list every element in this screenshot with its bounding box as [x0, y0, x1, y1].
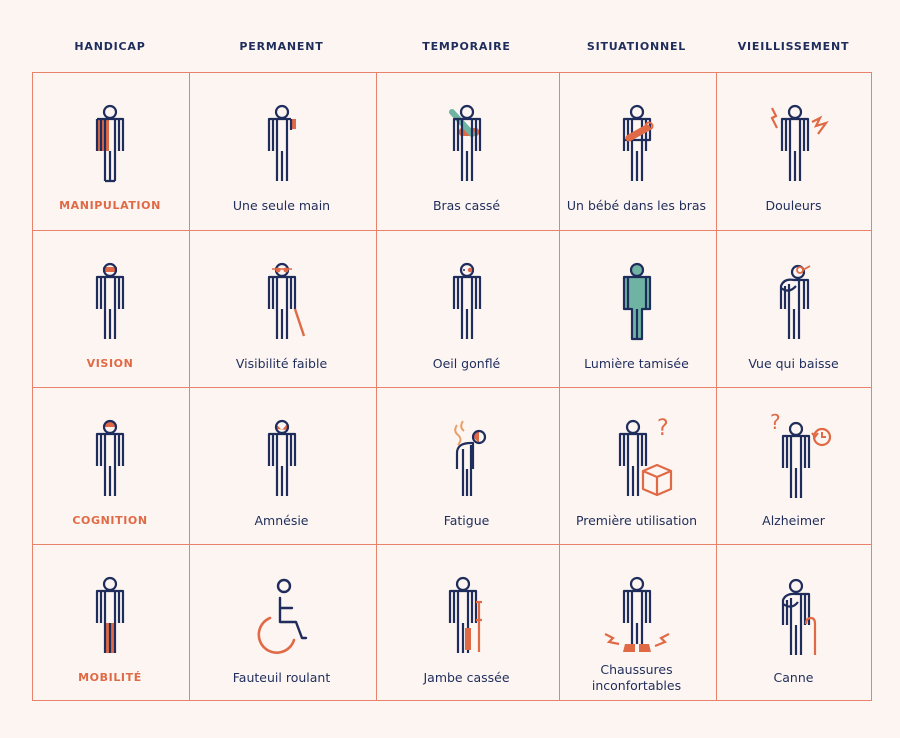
pain-icon	[770, 104, 829, 181]
declining-sight-icon	[779, 264, 810, 339]
cell-label: Vue qui baisse	[748, 356, 839, 371]
row-label-cognition: COGNITION	[72, 514, 148, 527]
uncomfortable-shoes-icon	[604, 576, 669, 652]
cell-walking-cane: Canne	[715, 544, 872, 701]
eye-band-icon	[95, 262, 125, 339]
question-mark: ?	[657, 416, 669, 441]
question-mark: ?	[770, 410, 781, 434]
row-label-vision: VISION	[86, 357, 134, 370]
low-vision-cane-icon	[267, 262, 305, 339]
cell-broken-arm: Bras cassé	[375, 72, 558, 230]
header-handicap: HANDICAP	[74, 40, 146, 53]
cell-wheelchair: Fauteuil roulant	[188, 544, 375, 701]
legs-highlight-icon	[95, 576, 125, 653]
cell-label: Oeil gonflé	[432, 356, 501, 371]
cell-dim-light: Lumière tamisée	[558, 230, 715, 387]
wheelchair-icon	[257, 578, 307, 654]
row-label-mobilite: MOBILITÉ	[78, 671, 142, 684]
header-temporaire: TEMPORAIRE	[422, 40, 511, 53]
cell-declining-sight: Vue qui baisse	[715, 230, 872, 387]
cell-label: Amnésie	[254, 513, 309, 528]
cell-mobilite-handicap: MOBILITÉ	[32, 544, 188, 701]
cell-amnesia: Amnésie	[188, 387, 375, 544]
one-hand-icon	[267, 104, 296, 181]
header-vieillissement: VIEILLISSEMENT	[737, 40, 850, 53]
dim-light-icon	[622, 262, 651, 341]
cell-label: Fatigue	[443, 513, 490, 528]
row-label-manipulation: MANIPULATION	[59, 199, 161, 212]
cell-label: Bras cassé	[432, 198, 501, 213]
swollen-eye-icon	[452, 262, 481, 339]
cell-label: Alzheimer	[762, 513, 825, 528]
broken-leg-crutch-icon	[448, 576, 482, 653]
cell-label: Une seule main	[232, 198, 331, 213]
cell-fatigue: Fatigue	[375, 387, 558, 544]
accessibility-grid	[32, 72, 872, 701]
cell-one-hand: Une seule main	[188, 72, 375, 230]
cell-holding-baby: Un bébé dans les bras	[558, 72, 715, 230]
cell-label: Visibilité faible	[235, 356, 328, 371]
holding-baby-icon	[622, 104, 653, 181]
cell-vision-handicap: VISION	[32, 230, 188, 387]
cell-label: Chaussures inconfortables	[591, 662, 682, 693]
cell-swollen-eye: Oeil gonflé	[375, 230, 558, 387]
walking-cane-icon	[781, 578, 816, 655]
cell-low-vision: Visibilité faible	[188, 230, 375, 387]
cell-pain: Douleurs	[715, 72, 872, 230]
cell-manipulation-handicap: MANIPULATION	[32, 72, 188, 230]
fatigue-icon	[453, 420, 486, 496]
arm-highlight-icon	[95, 104, 125, 183]
amnesia-icon	[267, 419, 296, 496]
cell-label: Lumière tamisée	[584, 356, 689, 371]
cell-label: Canne	[773, 670, 814, 685]
cell-first-use: ? Première utilisation	[558, 387, 715, 544]
header-permanent: PERMANENT	[239, 40, 324, 53]
cell-label: Un bébé dans les bras	[566, 198, 707, 213]
cell-alzheimer: ? Alzheimer	[715, 387, 872, 544]
cell-broken-leg: Jambe cassée	[375, 544, 558, 701]
header-situationnel: SITUATIONNEL	[586, 40, 687, 53]
cell-cognition-handicap: COGNITION	[32, 387, 188, 544]
cell-uncomfortable-shoes: Chaussures inconfortables	[558, 544, 715, 701]
cell-label: Première utilisation	[575, 513, 698, 528]
cell-label: Jambe cassée	[423, 670, 510, 685]
broken-arm-icon	[448, 104, 481, 181]
first-use-icon: ?	[618, 416, 672, 497]
cell-label: Fauteuil roulant	[232, 670, 331, 685]
cell-label: Douleurs	[765, 198, 822, 213]
alzheimer-icon: ?	[770, 410, 831, 498]
head-highlight-icon	[95, 419, 125, 496]
